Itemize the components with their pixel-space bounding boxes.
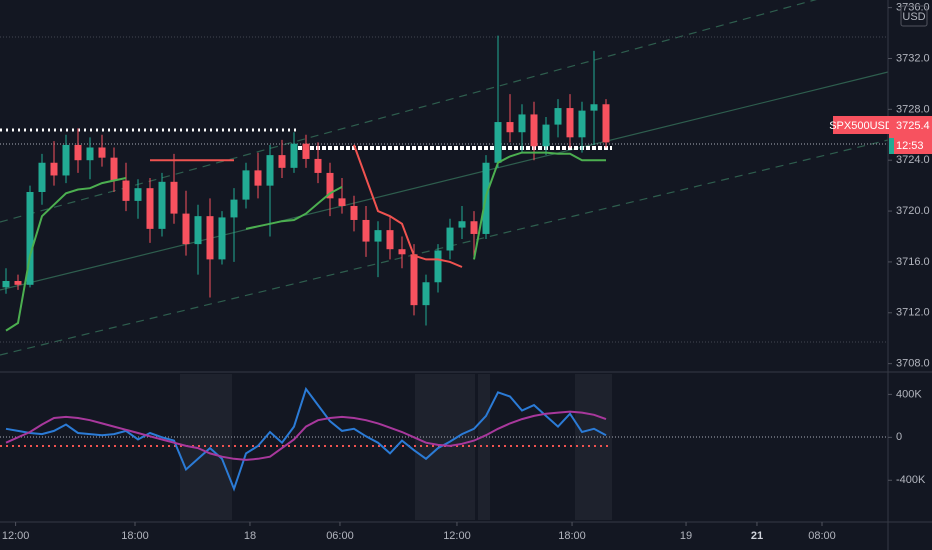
candle-body [422,282,430,306]
indicator-line [150,144,463,268]
candle-body [350,205,358,220]
y-tick-label: 3732.0 [896,52,930,64]
candle-body [542,124,550,147]
y-tick-label: 400K [896,388,922,400]
x-tick-label: 08:00 [808,530,836,542]
candle-body [266,155,274,186]
y-tick-label: 0 [896,431,902,443]
candle-body [98,147,106,158]
x-tick-label: 12:00 [2,530,30,542]
countdown: 12:53 [896,140,924,152]
candle-body [446,227,454,251]
candle-body [338,198,346,206]
price-tag-marker [889,138,894,154]
x-tick-label: 18 [244,530,256,542]
x-tick-label: 18:00 [121,530,149,542]
marks: 12:00 18:00 18 06:00 12:00 18:00 19 21 08:00 3708… [2,2,930,542]
candle-body [602,104,610,143]
candle-body [410,254,418,306]
candle-body [578,110,586,138]
currency: USD [902,11,925,23]
y-tick-label: 3728.0 [896,103,930,115]
candle-body [242,170,250,200]
candle-body [38,162,46,192]
candle-body [434,250,442,283]
candle-body [194,216,202,245]
indicator-line [5,151,606,332]
symbol: SPX500USD [829,120,893,132]
candle-body [494,122,502,163]
candle-body [158,181,166,229]
candle-body [146,188,154,229]
candle-body [110,157,118,181]
candle-body [398,249,406,255]
candle-body [218,217,226,260]
x-tick-label: 19 [680,530,692,542]
candle-body [206,216,214,260]
candle-body [470,221,478,234]
y-tick-label: 3708.0 [896,358,930,370]
candle-body [170,181,178,214]
y-tick-label: 3716.0 [896,256,930,268]
candle-body [302,143,310,159]
y-tick-label: 3724.0 [896,154,930,166]
candle-body [26,191,34,285]
x-tick-label: 18:00 [558,530,586,542]
last-price: 3725.4 [896,120,930,132]
candle-body [278,155,286,168]
y-tick-label: 3712.0 [896,307,930,319]
candle-body [518,114,526,133]
candle-body [590,104,598,111]
x-tick-label: 06:00 [326,530,354,542]
candle-body [290,143,298,168]
candle-body [374,230,382,242]
candle-body [86,147,94,161]
indicator-line [5,410,607,461]
candle-body [458,221,466,228]
y-tick-label: 3720.0 [896,205,930,217]
indicator-line [5,386,607,492]
candle-body [362,219,370,242]
candle-body [62,144,70,176]
candle-body [314,158,322,173]
candle-body [134,188,142,201]
symbol-tag [833,116,889,134]
candle-body [2,280,10,288]
candle-body [326,172,334,199]
candle-body [14,280,22,285]
x-tick-label: 12:00 [443,530,471,542]
channel-lines [0,0,889,447]
price-tag [889,116,932,154]
candle-body [554,108,562,125]
candle-body [254,170,262,186]
candle-body [386,230,394,250]
candle-body [182,213,190,245]
candle-body [506,122,514,133]
y-tick-label: 3736.0 [896,2,930,14]
candle-body [230,199,238,218]
candle-body [50,162,58,176]
y-tick-label: -400K [896,474,926,486]
currency-box [900,5,928,27]
candle-body [566,108,574,138]
x-tick-label: 21 [751,530,763,542]
candle-body [122,180,130,201]
candle-body [74,144,82,161]
candle-body [530,114,538,147]
